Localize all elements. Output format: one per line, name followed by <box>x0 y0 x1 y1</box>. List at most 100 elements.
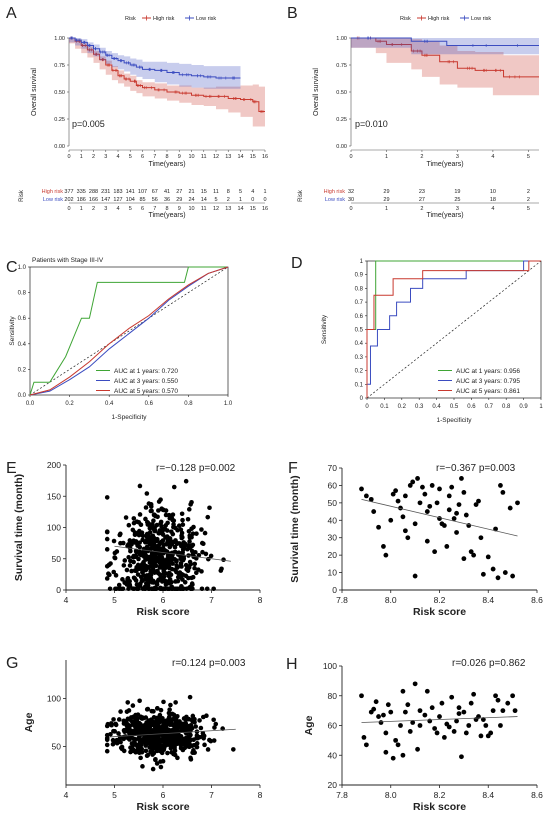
data-point <box>476 498 481 504</box>
y-tick-label: 60 <box>328 480 338 490</box>
data-point <box>145 582 151 588</box>
data-point <box>150 766 156 772</box>
data-point <box>163 508 169 513</box>
data-point <box>190 743 195 749</box>
data-point <box>451 516 457 521</box>
data-point <box>383 730 389 736</box>
data-point <box>190 582 195 587</box>
x-axis-label: Risk score <box>136 801 189 813</box>
risk-x-tick-label: 10 <box>188 206 194 212</box>
y-tick-label: 0 <box>332 585 337 595</box>
data-point <box>456 711 462 716</box>
roc-curve <box>29 266 229 396</box>
x-tick-label: 7.8 <box>336 595 348 605</box>
data-point <box>135 586 141 592</box>
data-point <box>498 723 503 728</box>
data-point <box>160 551 166 556</box>
data-point <box>137 512 143 517</box>
trend-line <box>361 716 518 723</box>
panel-label: F <box>288 460 298 477</box>
x-tick-label: 0 <box>349 154 352 160</box>
x-axis-label: 1-Specificity <box>436 417 472 424</box>
data-point <box>172 544 178 550</box>
risk-count: 141 <box>126 189 135 195</box>
data-point <box>107 586 113 592</box>
risk-count: 23 <box>419 189 425 195</box>
data-point <box>122 729 127 735</box>
data-point <box>154 544 160 549</box>
data-point <box>146 531 151 537</box>
data-point <box>111 569 117 575</box>
data-point <box>131 553 137 559</box>
x-tick-label: 0.8 <box>502 404 511 410</box>
data-point <box>151 745 156 751</box>
data-point <box>488 730 494 736</box>
survival-curve <box>351 37 539 78</box>
data-point <box>184 586 189 592</box>
risk-count: 41 <box>164 189 170 195</box>
x-tick-label: 7 <box>153 154 156 160</box>
data-point <box>480 571 486 577</box>
data-point <box>164 742 169 747</box>
data-point <box>156 499 162 504</box>
data-point <box>205 514 211 520</box>
data-point <box>468 700 474 706</box>
y-tick-label: 200 <box>47 460 61 470</box>
data-point <box>147 542 153 547</box>
x-tick-label: 6 <box>141 154 144 160</box>
x-tick-label: 9 <box>178 154 181 160</box>
data-point <box>186 716 192 722</box>
data-point <box>185 516 191 522</box>
data-point <box>165 540 170 546</box>
data-point <box>201 541 206 546</box>
x-tick-label: 8.2 <box>434 595 446 605</box>
data-point <box>417 500 423 506</box>
data-point <box>410 479 416 485</box>
data-point <box>205 747 211 752</box>
data-point <box>144 491 150 496</box>
risk-count: 127 <box>113 197 122 203</box>
y-tick-label: 50 <box>52 742 62 752</box>
y-tick-label: 0.6 <box>355 314 364 320</box>
y-tick-label: 0.25 <box>336 117 347 123</box>
data-point <box>163 535 168 540</box>
x-tick-label: 4 <box>491 154 494 160</box>
data-point <box>420 484 425 490</box>
legend-item: High risk <box>153 16 175 22</box>
data-point <box>168 572 174 577</box>
risk-count: 1 <box>263 189 266 195</box>
risk-count: 377 <box>64 189 73 195</box>
data-point <box>146 501 152 506</box>
data-point <box>116 717 122 722</box>
data-point <box>456 705 462 711</box>
data-point <box>393 488 399 494</box>
data-point <box>200 714 206 720</box>
data-point <box>130 703 136 708</box>
data-point <box>158 521 163 526</box>
data-point <box>154 723 160 728</box>
x-tick-label: 8.6 <box>531 595 543 605</box>
data-point <box>459 754 464 760</box>
scatter-panel-g: G 4 5 6 7 8 50 100 Risk score Age r=0.124 p=0.003 <box>6 655 263 813</box>
data-point <box>137 698 142 704</box>
data-point <box>156 730 162 736</box>
data-point <box>138 552 144 558</box>
x-tick-label: 12 <box>213 154 219 160</box>
risk-x-tick-label: 1 <box>80 206 83 212</box>
risk-x-tick-label: 11 <box>201 206 207 212</box>
data-point <box>200 730 206 736</box>
data-point <box>170 717 175 722</box>
data-point <box>174 558 179 563</box>
y-tick-label: 0.2 <box>355 369 364 375</box>
data-point <box>136 750 142 755</box>
data-point <box>178 572 183 578</box>
data-point <box>172 752 178 758</box>
data-point <box>378 720 384 725</box>
data-point <box>135 566 140 572</box>
data-point <box>126 522 132 528</box>
data-point <box>143 539 149 545</box>
data-point <box>203 551 209 557</box>
risk-table: Risk High risk 377 335 288 231 183 141 107 67 41 27… <box>19 189 268 219</box>
y-tick-label: 0.75 <box>54 63 65 69</box>
